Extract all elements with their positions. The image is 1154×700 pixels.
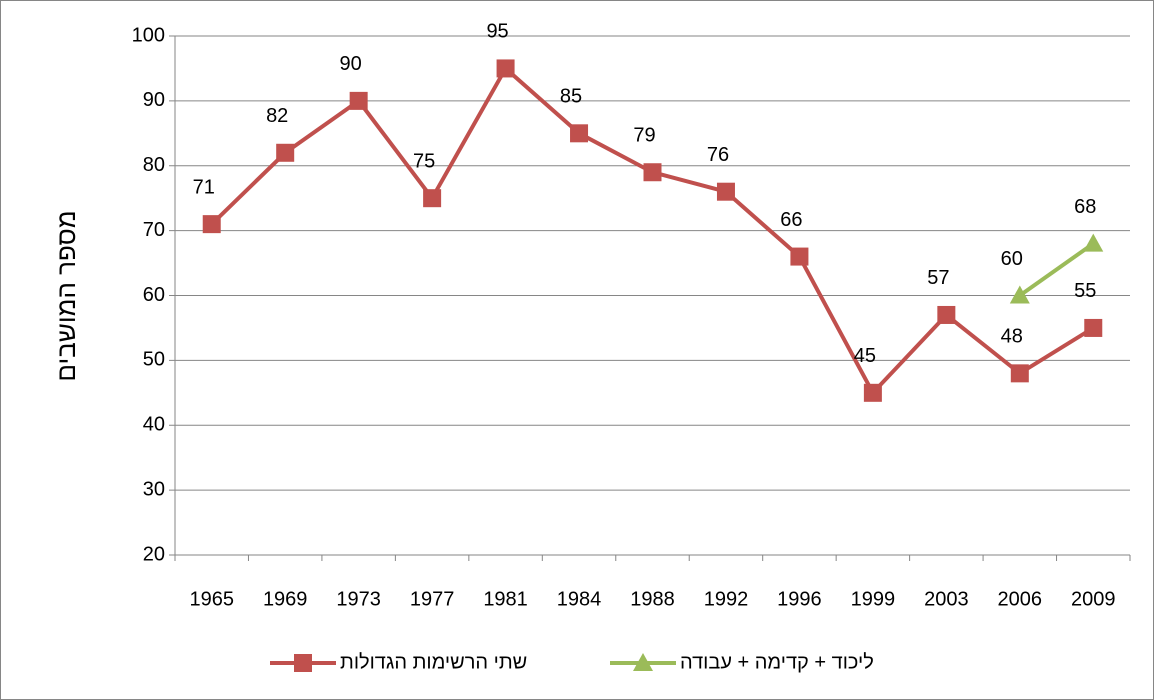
legend-label: שתי הרשימות הגדולות: [340, 651, 527, 673]
data-point: [643, 163, 662, 182]
legend-marker: [294, 654, 312, 672]
y-tick-label: 30: [143, 478, 165, 500]
series-line: [1018, 241, 1095, 298]
x-tick-label: 1973: [336, 588, 381, 610]
data-label: 79: [633, 125, 655, 147]
data-label: 71: [193, 176, 215, 198]
data-point: [202, 215, 221, 234]
x-tick-label: 1969: [263, 588, 308, 610]
data-label: 45: [854, 345, 876, 367]
data-point: [1083, 233, 1104, 252]
data-label: 82: [266, 105, 288, 127]
x-tick-label: 1996: [777, 588, 822, 610]
data-label: 57: [927, 267, 949, 289]
data-label: 48: [1001, 326, 1023, 348]
x-tick-label: 2006: [998, 588, 1043, 610]
data-label: 60: [1001, 248, 1023, 270]
x-tick-label: 1999: [851, 588, 896, 610]
x-tick-label: 1965: [189, 588, 234, 610]
y-tick-label: 70: [143, 219, 165, 241]
data-label: 75: [413, 150, 435, 172]
x-tick-label: 1992: [704, 588, 749, 610]
data-point: [1009, 285, 1030, 304]
legend-label: ליכוד + קדימה + עבודה: [680, 651, 874, 673]
y-tick-label: 60: [143, 284, 165, 306]
y-tick-label: 20: [143, 543, 165, 565]
x-tick-label: 1984: [557, 588, 602, 610]
x-tick-label: 2009: [1071, 588, 1116, 610]
data-point: [570, 124, 589, 143]
y-tick-label: 100: [132, 24, 165, 46]
data-point: [863, 383, 882, 402]
data-point: [1010, 364, 1029, 383]
legend-marker: [633, 653, 653, 671]
data-point: [423, 189, 442, 208]
data-point: [716, 182, 735, 201]
x-tick-label: 1988: [630, 588, 675, 610]
data-label: 76: [707, 144, 729, 166]
y-tick-label: 80: [143, 154, 165, 176]
data-label: 68: [1074, 196, 1096, 218]
data-label: 85: [560, 86, 582, 108]
data-point: [496, 59, 515, 78]
data-label: 55: [1074, 280, 1096, 302]
data-point: [937, 305, 956, 324]
data-point: [790, 247, 809, 266]
y-tick-label: 50: [143, 349, 165, 371]
data-label: 95: [486, 21, 508, 43]
y-tick-label: 40: [143, 414, 165, 436]
data-label: 66: [780, 209, 802, 231]
x-tick-label: 2003: [924, 588, 969, 610]
y-axis-label: מספר המושבים: [51, 210, 81, 381]
data-point: [1084, 318, 1103, 337]
data-label: 90: [340, 53, 362, 75]
x-tick-label: 1977: [410, 588, 455, 610]
data-point: [349, 91, 368, 110]
x-tick-label: 1981: [483, 588, 528, 610]
y-tick-label: 90: [143, 89, 165, 111]
data-point: [276, 143, 295, 162]
